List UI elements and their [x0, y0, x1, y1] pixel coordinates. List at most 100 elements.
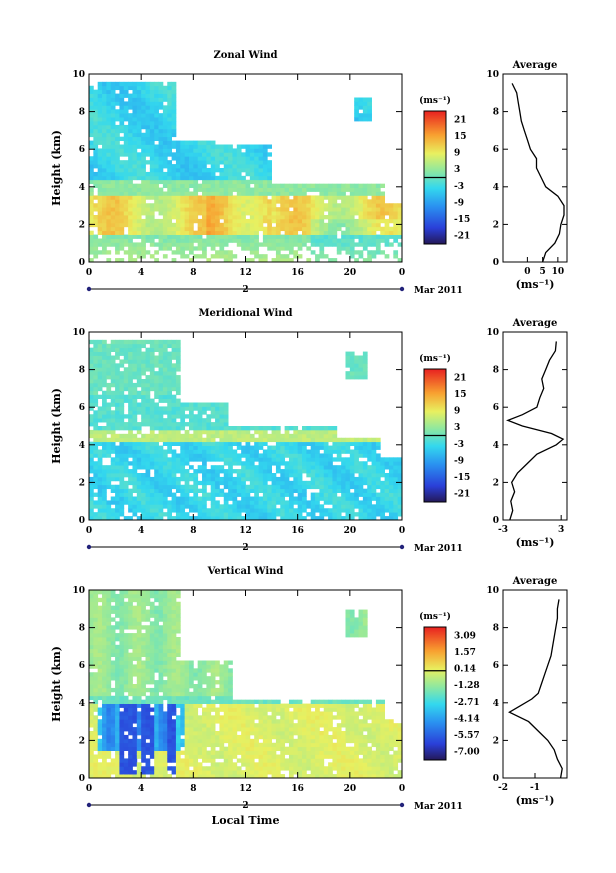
heatmap-cell	[193, 488, 199, 493]
heatmap-cell	[175, 664, 181, 669]
heatmap-cell	[171, 629, 177, 634]
heatmap-cell	[110, 461, 116, 466]
heatmap-cell	[223, 144, 229, 149]
heatmap-cell	[141, 703, 146, 708]
heatmap-cell	[306, 215, 312, 220]
heatmap-cell	[180, 492, 186, 497]
heatmap-cell	[89, 211, 94, 216]
heatmap-cell	[119, 664, 125, 669]
heatmap-cell	[206, 230, 212, 235]
heatmap-cell	[258, 207, 264, 212]
heatmap-cell	[158, 680, 164, 685]
heatmap-cell	[349, 449, 355, 454]
heatmap-cell	[232, 433, 238, 439]
heatmap-cell	[110, 672, 116, 677]
heatmap-cell	[319, 222, 325, 228]
heatmap-cell	[149, 113, 155, 118]
heatmap-cell	[323, 238, 329, 243]
heatmap-cell	[89, 476, 94, 482]
heatmap-cell	[349, 453, 355, 458]
heatmap-cell	[119, 117, 125, 122]
heatmap-cell	[123, 676, 129, 681]
heatmap-cell	[215, 422, 220, 427]
heatmap-cell	[158, 160, 164, 165]
heatmap-cell	[115, 124, 120, 130]
heatmap-cell	[297, 218, 303, 224]
heatmap-cell	[397, 465, 403, 470]
heatmap-cell	[175, 668, 181, 673]
heatmap-cell	[249, 426, 255, 431]
heatmap-cell	[136, 164, 142, 169]
heatmap-cell	[136, 742, 142, 748]
heatmap-cell	[262, 488, 268, 493]
heatmap-cell	[219, 211, 225, 216]
heatmap-cell	[245, 473, 251, 478]
heatmap-cell	[93, 175, 99, 181]
heatmap-cell	[241, 492, 246, 497]
heatmap-cell	[158, 664, 164, 669]
heatmap-cell	[154, 640, 159, 646]
heatmap-cell	[188, 144, 194, 149]
heatmap-cell	[267, 516, 272, 521]
heatmap-cell	[354, 355, 359, 360]
heatmap-cell	[128, 758, 133, 763]
heatmap-cell	[136, 652, 142, 657]
heatmap-cell	[167, 500, 172, 505]
heatmap-cell	[136, 731, 142, 736]
heatmap-cell	[254, 453, 259, 458]
heatmap-cell	[145, 367, 151, 372]
heatmap-cell	[388, 496, 394, 501]
heatmap-cell	[110, 699, 116, 704]
heatmap-cell	[245, 469, 251, 474]
heatmap-cell	[241, 152, 246, 157]
heatmap-cell	[136, 684, 142, 689]
heatmap-cell	[158, 386, 164, 392]
heatmap-cell	[128, 351, 133, 356]
heatmap-cell	[136, 121, 142, 126]
heatmap-cell	[197, 207, 203, 212]
heatmap-cell	[288, 508, 294, 513]
heatmap-cell	[106, 449, 112, 454]
heatmap-cell	[254, 465, 259, 470]
heatmap-cell	[102, 746, 107, 751]
heatmap-cell	[197, 402, 203, 407]
heatmap-cell	[354, 207, 359, 212]
heatmap-cell	[167, 738, 172, 744]
heatmap-cell	[128, 168, 133, 173]
heatmap-cell	[236, 445, 242, 450]
heatmap-cell	[171, 676, 177, 681]
heatmap-cell	[193, 496, 199, 501]
heatmap-cell	[267, 144, 272, 149]
heatmap-cell	[149, 379, 155, 384]
heatmap-cell	[293, 230, 299, 235]
heatmap-cell	[180, 238, 186, 243]
heatmap-cell	[349, 355, 355, 360]
heatmap-cell	[115, 238, 120, 243]
heatmap-cell	[210, 445, 216, 450]
panel-title: Zonal Wind	[213, 50, 277, 61]
heatmap-cell	[362, 230, 368, 235]
heatmap-cell	[206, 175, 212, 181]
heatmap-cell	[136, 441, 142, 446]
heatmap-cell	[380, 199, 386, 204]
heatmap-cell	[102, 680, 107, 685]
heatmap-cell	[228, 461, 233, 466]
heatmap-cell	[93, 476, 99, 482]
heatmap-cell	[110, 590, 116, 595]
heatmap-cell	[284, 429, 290, 435]
heatmap-cell	[188, 160, 194, 165]
heatmap-cell	[136, 715, 142, 720]
heatmap-cell	[89, 633, 94, 638]
heatmap-cell	[123, 394, 129, 399]
heatmap-cell	[162, 668, 168, 673]
heatmap-cell	[102, 394, 107, 399]
heatmap-cell	[171, 187, 177, 192]
heatmap-cell	[167, 148, 172, 153]
heatmap-cell	[310, 250, 316, 255]
heatmap-cell	[362, 187, 368, 192]
heatmap-cell	[223, 203, 229, 208]
heatmap-cell	[119, 703, 125, 708]
heatmap-cell	[145, 359, 151, 364]
heatmap-cell	[215, 488, 220, 493]
heatmap-cell	[119, 453, 125, 458]
